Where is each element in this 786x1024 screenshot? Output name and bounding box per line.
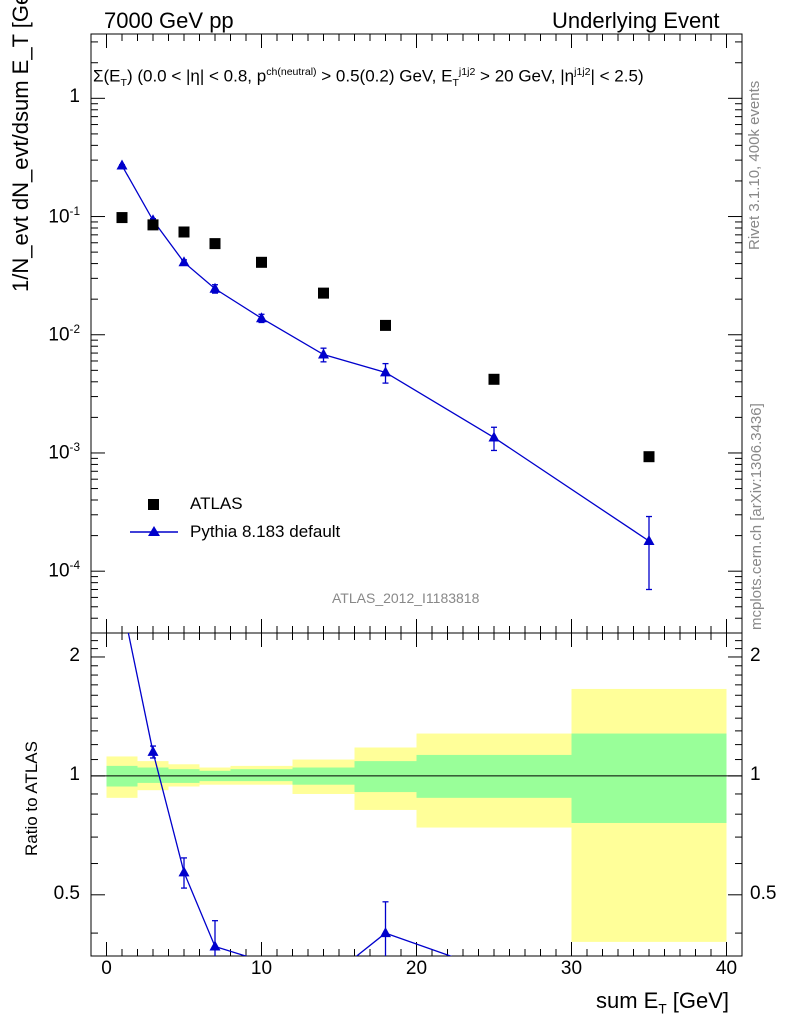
ratio-point [147, 745, 159, 756]
ratio-tick-label-right: 2 [750, 644, 761, 666]
y-tick-label: 1 [69, 86, 80, 108]
x-tick-label: 30 [560, 958, 583, 979]
ratio-point [209, 940, 221, 951]
ratio-band-green-4 [230, 769, 293, 782]
y-tick-label: 10-1 [48, 204, 80, 227]
pythia-point [116, 159, 128, 170]
ratio-y-axis-label: Ratio to ATLAS [22, 741, 41, 856]
atlas-point [380, 319, 391, 331]
x-axis-label-main: sum E [596, 988, 659, 1013]
ratio-line [127, 633, 453, 956]
x-tick-label: 40 [715, 958, 738, 979]
pythia-point [256, 312, 267, 323]
x-axis-label: sum ET [GeV] [596, 988, 729, 1016]
pythia-point [643, 535, 655, 546]
atlas-point [318, 287, 329, 299]
title-p-sup: ch(neutral) [266, 66, 317, 78]
x-tick-label: 10 [250, 958, 273, 979]
pythia-point [209, 282, 221, 293]
title-eta-sup: j1j2 [574, 66, 591, 78]
atlas-point [209, 238, 221, 250]
ratio-point [380, 927, 391, 938]
title-e-sup: j1j2 [458, 66, 476, 78]
title-cut: > 0.5(0.2) GeV, E [316, 66, 453, 86]
ratio-band-green-6 [354, 761, 417, 793]
rivet-version-label: Rivet 3.1.10, 400k events [746, 80, 763, 250]
legend-pythia-marker [148, 526, 160, 536]
pythia-point [178, 256, 190, 267]
ratio-band-green-8 [571, 733, 727, 823]
main-panel-frame [90, 33, 743, 634]
ratio-plot-area [127, 633, 453, 956]
ratio-panel-frame [90, 632, 743, 957]
y-tick-label: 10-3 [48, 440, 80, 464]
pythia-point [318, 348, 329, 359]
legend-pythia-label: Pythia 8.183 default [190, 522, 341, 541]
atlas-point [643, 451, 655, 463]
pythia-line [121, 165, 650, 542]
ratio-tick-label-left: 1 [69, 763, 80, 785]
ratio-tick-label-right: 1 [750, 763, 761, 785]
x-tick-label: 0 [101, 958, 112, 979]
analysis-id: ATLAS_2012_I1183818 [332, 590, 480, 606]
title-e-sub: T [452, 77, 459, 90]
ratio-tick-label-right: 0.5 [750, 882, 777, 904]
ratio-uncertainty-bands [106, 688, 727, 942]
pythia-point [488, 431, 500, 442]
header-left: 7000 GeV pp [104, 8, 234, 33]
title-sigma-sub: T [120, 77, 127, 90]
x-axis-label-unit: [GeV] [666, 988, 730, 1013]
title-range: ) (0.0 < |η| < 0.8, p [126, 66, 267, 86]
ratio-point [178, 866, 190, 877]
y-tick-label: 10-4 [48, 559, 80, 582]
atlas-point [116, 212, 128, 224]
x-tick-label: 20 [405, 958, 428, 979]
title-jet: > 20 GeV, |η [475, 66, 575, 86]
title-sigma: Σ(E [93, 66, 121, 86]
y-tick-label: 10-2 [48, 322, 80, 346]
pythia-point [380, 366, 391, 377]
title-end: | < 2.5) [590, 66, 644, 86]
legend-atlas-marker [148, 499, 159, 510]
y-axis-label: 1/N_evt dN_evt/dsum E_T [GeV^-1] [8, 0, 33, 292]
atlas-point [147, 219, 159, 231]
ratio-band-green-1 [137, 767, 169, 783]
legend [130, 499, 178, 536]
plot-title: Σ(ET) (0.0 < |η| < 0.8, pch(neutral) > 0… [93, 66, 644, 89]
atlas-point [178, 226, 190, 238]
main-plot-area [116, 159, 655, 591]
ratio-tick-label-left: 2 [69, 644, 80, 666]
atlas-point [256, 256, 267, 268]
axis-ticks [90, 34, 743, 956]
header-right: Underlying Event [552, 8, 720, 33]
atlas-point [488, 373, 500, 385]
ratio-tick-label-left: 0.5 [53, 882, 80, 904]
mcplots-label: mcplots.cern.ch [arXiv:1306.3436] [748, 403, 765, 630]
x-axis-label-sub: T [658, 1001, 667, 1017]
legend-atlas-label: ATLAS [190, 494, 243, 513]
